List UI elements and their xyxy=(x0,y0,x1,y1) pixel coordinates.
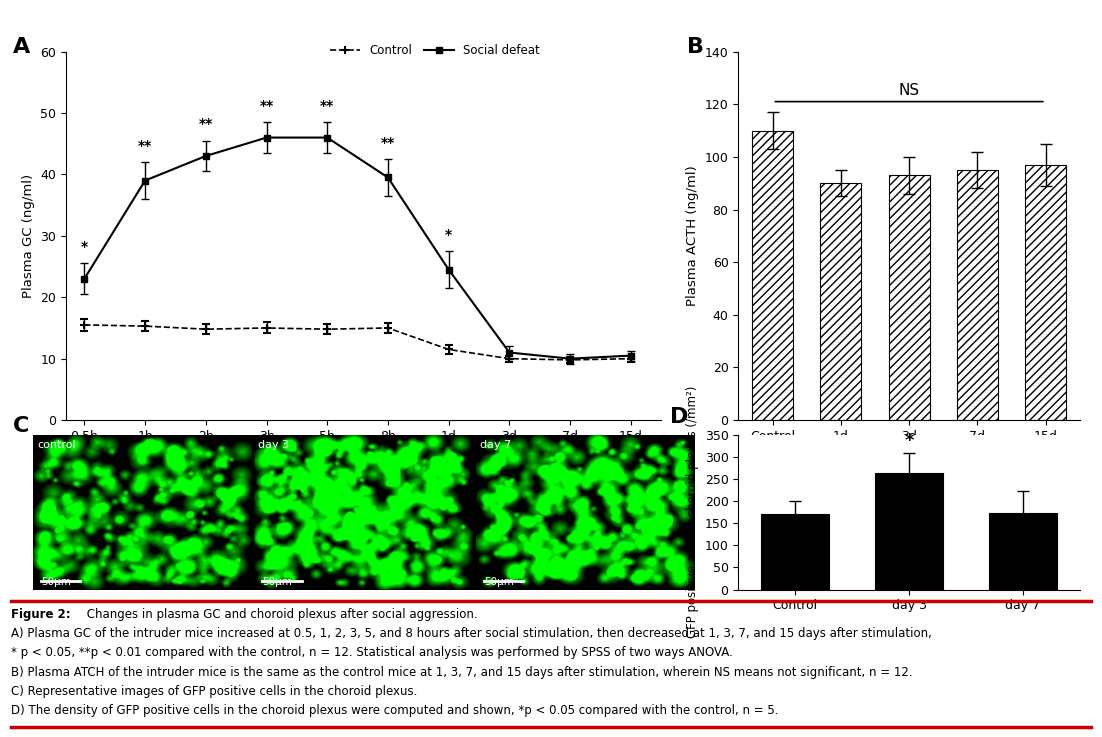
Text: Changes in plasma GC and choroid plexus after social aggression.: Changes in plasma GC and choroid plexus … xyxy=(83,608,477,621)
Bar xyxy=(1025,165,1067,420)
Text: **: ** xyxy=(381,136,396,150)
Bar xyxy=(988,513,1057,590)
Text: D: D xyxy=(670,407,689,427)
Text: D) The density of GFP positive cells in the choroid plexus were computed and sho: D) The density of GFP positive cells in … xyxy=(11,704,778,717)
Text: A) Plasma GC of the intruder mice increased at 0.5, 1, 2, 3, 5, and 8 hours afte: A) Plasma GC of the intruder mice increa… xyxy=(11,627,932,640)
Text: **: ** xyxy=(138,139,152,153)
Text: 50μm: 50μm xyxy=(41,577,71,587)
Text: B) Plasma ATCH of the intruder mice is the same as the control mice at 1, 3, 7, : B) Plasma ATCH of the intruder mice is t… xyxy=(11,666,912,679)
Text: **: ** xyxy=(259,99,273,113)
Text: 50μm: 50μm xyxy=(484,577,514,587)
Legend: Control, Social defeat: Control, Social defeat xyxy=(326,39,544,61)
Text: 50μm: 50μm xyxy=(262,577,292,587)
Bar xyxy=(752,130,793,420)
Text: control: control xyxy=(37,440,76,450)
Text: **: ** xyxy=(198,117,213,131)
Bar xyxy=(957,170,998,420)
Bar xyxy=(820,184,862,420)
Text: **: ** xyxy=(320,99,334,113)
Bar xyxy=(875,473,943,590)
Y-axis label: Plasma GC (ng/ml): Plasma GC (ng/ml) xyxy=(22,174,35,298)
Text: A: A xyxy=(12,37,30,57)
Text: *: * xyxy=(80,240,88,254)
Text: C: C xyxy=(13,416,30,436)
Y-axis label: Plasma ACTH (ng/ml): Plasma ACTH (ng/ml) xyxy=(687,166,699,306)
Bar xyxy=(888,175,930,420)
Text: B: B xyxy=(688,37,704,57)
Text: day 7: day 7 xyxy=(479,440,511,450)
Bar xyxy=(761,514,830,590)
Text: day 3: day 3 xyxy=(259,440,290,450)
Y-axis label: GFP positive cells in choroid plexus (/mm²): GFP positive cells in choroid plexus (/m… xyxy=(687,386,699,638)
Text: *: * xyxy=(905,432,914,450)
Text: Figure 2:: Figure 2: xyxy=(11,608,71,621)
Text: * p < 0.05, **p < 0.01 compared with the control, n = 12. Statistical analysis w: * p < 0.05, **p < 0.01 compared with the… xyxy=(11,646,733,660)
Text: NS: NS xyxy=(898,83,920,98)
Text: C) Representative images of GFP positive cells in the choroid plexus.: C) Representative images of GFP positive… xyxy=(11,685,418,698)
Text: *: * xyxy=(445,228,452,242)
